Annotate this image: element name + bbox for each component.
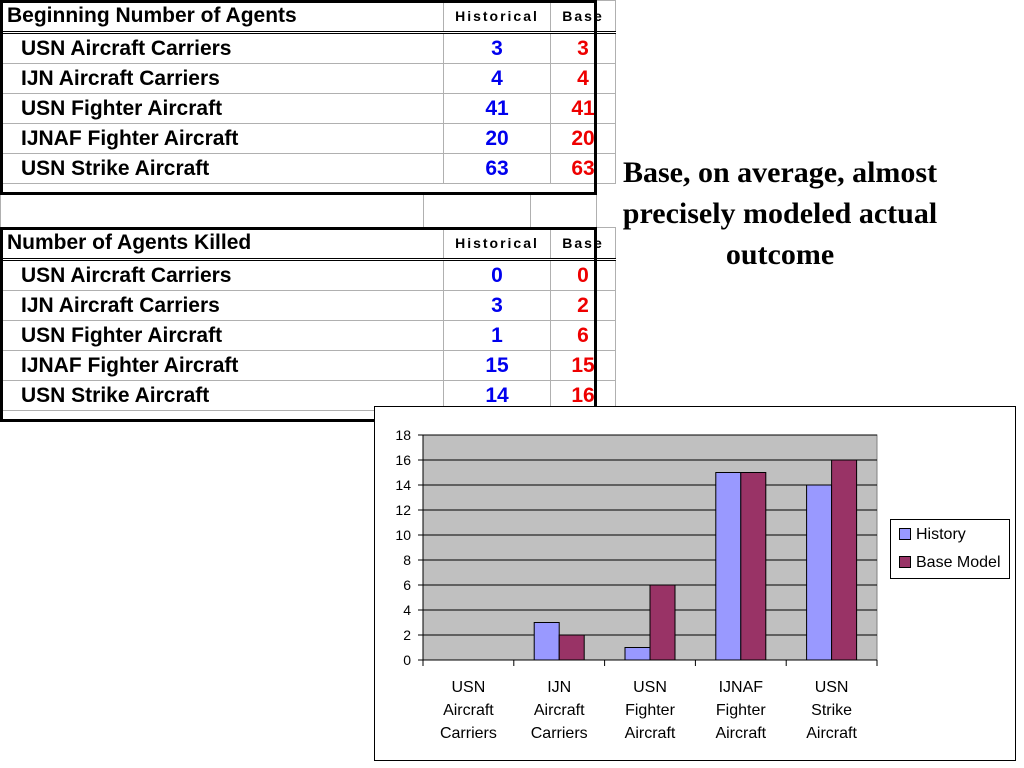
table-row: USN Fighter Aircraft 1 6 <box>0 320 616 351</box>
legend-label: Base Model <box>916 554 1001 571</box>
base-value: 41 <box>550 93 616 124</box>
x-category-label: USN <box>633 679 667 696</box>
legend-label: History <box>916 526 966 543</box>
table-border <box>0 0 597 195</box>
row-label: USN Aircraft Carriers <box>0 259 444 291</box>
legend-swatch <box>899 556 911 568</box>
table-row: USN Aircraft Carriers 3 3 <box>0 32 616 64</box>
table-row: IJNAF Fighter Aircraft 20 20 <box>0 123 616 154</box>
x-category-label: Aircraft <box>443 702 494 719</box>
x-category-label: Fighter <box>625 702 675 719</box>
bar-history <box>715 472 742 661</box>
base-value: 2 <box>550 290 616 321</box>
y-tick-label: 14 <box>395 477 411 493</box>
beginning-agents-table: Beginning Number of Agents Historical Ba… <box>0 0 616 184</box>
historical-value: 14 <box>443 380 551 411</box>
note-line: precisely modeled actual <box>622 197 938 230</box>
spacer-row <box>0 195 597 227</box>
x-category-label: USN <box>815 679 849 696</box>
bar-base-model <box>740 472 767 661</box>
base-value: 20 <box>550 123 616 154</box>
y-tick-label: 18 <box>395 427 411 443</box>
row-label: USN Fighter Aircraft <box>0 320 444 351</box>
row-label: IJNAF Fighter Aircraft <box>0 123 444 154</box>
base-value: 63 <box>550 153 616 184</box>
note-line: outcome <box>725 238 835 271</box>
y-tick-label: 10 <box>395 527 411 543</box>
y-tick-label: 0 <box>403 652 411 668</box>
historical-value: 20 <box>443 123 551 154</box>
x-category-label: Strike <box>811 702 852 719</box>
bar-history <box>624 647 651 661</box>
x-category-label: Aircraft <box>534 702 585 719</box>
legend-item-base-model: Base Model <box>899 553 1001 573</box>
column-header-historical: Historical <box>443 227 551 261</box>
y-tick-label: 16 <box>395 452 411 468</box>
historical-value: 41 <box>443 93 551 124</box>
table-row: IJN Aircraft Carriers 3 2 <box>0 290 616 321</box>
y-tick-label: 2 <box>403 627 411 643</box>
x-category-label: Fighter <box>716 702 766 719</box>
summary-note: Base, on average, almost precisely model… <box>610 152 950 275</box>
bar-base-model <box>558 634 585 661</box>
historical-value: 0 <box>443 259 551 291</box>
table-row: USN Strike Aircraft 63 63 <box>0 153 616 184</box>
historical-value: 3 <box>443 290 551 321</box>
table-row: IJNAF Fighter Aircraft 15 15 <box>0 350 616 381</box>
table-row: USN Strike Aircraft 14 16 <box>0 380 616 411</box>
x-category-label: Aircraft <box>625 725 676 742</box>
row-label: IJN Aircraft Carriers <box>0 290 444 321</box>
note-line: Base, on average, almost <box>622 156 938 189</box>
base-value: 16 <box>550 380 616 411</box>
column-header-historical: Historical <box>443 0 551 34</box>
bar-history <box>533 622 560 661</box>
agents-killed-table: Number of Agents Killed Historical Base … <box>0 227 616 411</box>
legend-swatch <box>899 528 911 540</box>
table-title: Number of Agents Killed <box>0 227 444 261</box>
row-label: USN Strike Aircraft <box>0 153 444 184</box>
x-category-label: Carriers <box>440 725 497 742</box>
y-tick-label: 8 <box>403 552 411 568</box>
x-category-label: Carriers <box>531 725 588 742</box>
x-category-label: USN <box>452 679 486 696</box>
y-tick-label: 6 <box>403 577 411 593</box>
bar-history <box>806 484 833 661</box>
table-title: Beginning Number of Agents <box>0 0 444 34</box>
chart-legend: History Base Model <box>890 519 1010 579</box>
bar-base-model <box>831 459 858 661</box>
bar-base-model <box>649 584 676 661</box>
y-tick-label: 12 <box>395 502 411 518</box>
x-category-label: Aircraft <box>806 725 857 742</box>
row-label: USN Aircraft Carriers <box>0 32 444 64</box>
x-category-label: Aircraft <box>715 725 766 742</box>
x-category-label: IJNAF <box>719 679 764 696</box>
table-row: IJN Aircraft Carriers 4 4 <box>0 63 616 94</box>
row-label: IJNAF Fighter Aircraft <box>0 350 444 381</box>
base-value: 3 <box>550 32 616 64</box>
y-tick-label: 4 <box>403 602 411 618</box>
x-category-label: IJN <box>547 679 571 696</box>
table-row: USN Aircraft Carriers 0 0 <box>0 259 616 291</box>
column-header-base: Base <box>550 0 616 34</box>
legend-item-history: History <box>899 525 966 545</box>
historical-value: 63 <box>443 153 551 184</box>
column-header-base: Base <box>550 227 616 261</box>
table-border <box>0 227 597 422</box>
historical-value: 4 <box>443 63 551 94</box>
row-label: IJN Aircraft Carriers <box>0 63 444 94</box>
row-label: USN Strike Aircraft <box>0 380 444 411</box>
